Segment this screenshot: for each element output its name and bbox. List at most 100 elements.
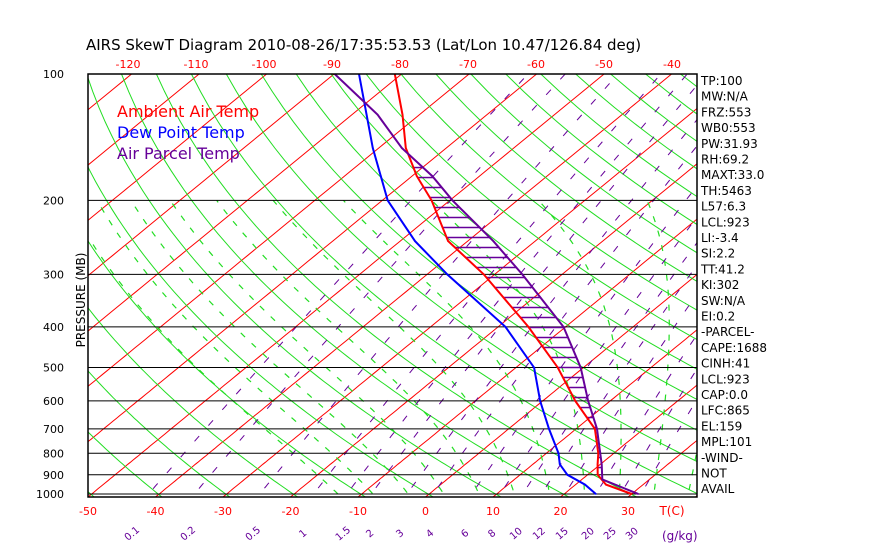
stat-item: CAP:0.0 bbox=[701, 388, 748, 402]
moist-adiabat-line bbox=[431, 199, 586, 497]
dewpoint-point bbox=[386, 199, 389, 202]
ambient-temp-point bbox=[527, 326, 530, 328]
mixing-ratio-tick-label: 15 bbox=[554, 526, 571, 543]
parcel-temp-point bbox=[637, 493, 640, 495]
stat-item: -PARCEL- bbox=[701, 325, 755, 339]
mixing-ratio-tick-label: 25 bbox=[602, 526, 619, 543]
stat-item: MAXT:33.0 bbox=[701, 168, 764, 182]
pressure-tick-label: 900 bbox=[43, 469, 64, 482]
dry-adiabat-line bbox=[295, 74, 697, 401]
top-temp-tick-label: -50 bbox=[595, 58, 613, 71]
plot-area bbox=[88, 74, 870, 505]
ambient-temp-point bbox=[405, 147, 407, 149]
ambient-temp-point bbox=[597, 452, 600, 455]
mixing-ratio-line bbox=[520, 241, 697, 497]
mixing-ratio-tick-label: 0.5 bbox=[244, 525, 263, 544]
stat-item: LCL:923 bbox=[701, 372, 750, 386]
dewpoint-point bbox=[539, 400, 541, 402]
stat-item: CINH:41 bbox=[701, 357, 750, 371]
ambient-temp-point bbox=[596, 473, 599, 476]
dewpoint-point bbox=[548, 428, 550, 430]
plot-frame bbox=[87, 73, 698, 498]
y-axis-label: PRESSURE (MB) bbox=[74, 253, 88, 348]
dewpoint-point bbox=[557, 452, 560, 455]
top-temp-axis: -120 -110 -100 -90 -80 -70 -60 -50 -40 bbox=[116, 58, 681, 71]
ambient-temp-point bbox=[596, 463, 599, 466]
stat-item: RH:69.2 bbox=[701, 153, 749, 167]
mixing-ratio-unit-label: (g/kg) bbox=[662, 529, 698, 543]
ambient-temp-point bbox=[430, 199, 433, 202]
stat-item: WB0:553 bbox=[701, 121, 756, 135]
dewpoint-point bbox=[533, 366, 535, 369]
dewpoint-point bbox=[559, 463, 561, 466]
isotherm-line bbox=[424, 273, 697, 497]
pressure-tick-label: 600 bbox=[43, 395, 64, 408]
top-temp-tick-label: -90 bbox=[323, 58, 341, 71]
dry-adiabat-line bbox=[400, 74, 697, 311]
moist-adiabat-line bbox=[342, 199, 551, 497]
dewpoint-point bbox=[504, 326, 507, 328]
moist-adiabat-line bbox=[216, 200, 481, 497]
mixing-ratio-line bbox=[404, 118, 697, 497]
moist-adiabat-line bbox=[96, 200, 377, 497]
mixing-ratio-line bbox=[562, 293, 697, 497]
ambient-temp-point bbox=[401, 113, 404, 116]
dry-adiabat-line bbox=[750, 74, 870, 505]
parcel-temp-point bbox=[451, 199, 454, 202]
stat-item: TT:41.2 bbox=[700, 262, 745, 276]
mixing-ratio-line bbox=[618, 368, 697, 497]
moist-adiabat-line bbox=[130, 200, 412, 497]
ambient-temp-point bbox=[574, 400, 577, 402]
stat-item: KI:302 bbox=[701, 278, 739, 292]
parcel-temp-point bbox=[376, 113, 379, 116]
ambient-temp-point bbox=[482, 273, 485, 276]
isotherm-line bbox=[754, 74, 870, 505]
mixing-ratio-line bbox=[538, 264, 697, 497]
mixing-ratio-line bbox=[430, 145, 697, 497]
top-temp-tick-label: -70 bbox=[459, 58, 477, 71]
dewpoint-line bbox=[358, 74, 597, 495]
parcel-temp-point bbox=[579, 366, 582, 369]
dewpoint-point bbox=[414, 240, 416, 242]
dry-adiabat-line bbox=[365, 74, 697, 341]
top-temp-tick-label: -110 bbox=[184, 58, 209, 71]
pressure-axis: 100 200 300 400 500 600 700 800 900 1000 bbox=[36, 68, 64, 501]
dry-adiabat-line bbox=[260, 74, 697, 431]
bottom-temp-tick-label: -10 bbox=[349, 505, 367, 518]
parcel-temp-point bbox=[596, 428, 598, 430]
pressure-tick-label: 200 bbox=[43, 194, 64, 207]
mixing-ratio-tick-label: 30 bbox=[624, 526, 641, 543]
top-temp-tick-label: -60 bbox=[527, 58, 545, 71]
bottom-temp-axis: -50 -40 -30 -20 -10 0 10 20 30 bbox=[79, 505, 635, 518]
isotherm-line bbox=[492, 329, 697, 497]
pressure-tick-label: 100 bbox=[43, 68, 64, 81]
ambient-temp-line bbox=[393, 74, 633, 495]
mixing-ratio-tick-label: 12 bbox=[531, 526, 548, 543]
stat-item: LCL:923 bbox=[701, 215, 750, 229]
ambient-temp-point bbox=[556, 366, 559, 369]
parcel-temp-point bbox=[492, 240, 495, 242]
mixing-ratio-tick-label: 8 bbox=[486, 528, 498, 541]
dry-adiabat-line bbox=[435, 74, 697, 282]
isotherm-line bbox=[88, 74, 335, 277]
mixing-ratio-axis: 0.1 0.2 0.5 1 1.5 2 3 4 6 8 10 12 15 20 25 30 bbox=[123, 525, 641, 544]
dry-adiabat-line bbox=[88, 165, 435, 497]
stat-item: L57:6.3 bbox=[701, 200, 746, 214]
pressure-tick-label: 800 bbox=[43, 447, 64, 460]
top-temp-tick-label: -80 bbox=[391, 58, 409, 71]
mixing-ratio-line bbox=[469, 185, 697, 497]
top-temp-tick-label: -100 bbox=[252, 58, 277, 71]
bottom-temp-tick-label: -20 bbox=[282, 505, 300, 518]
pressure-tick-label: 400 bbox=[43, 321, 64, 334]
moist-adiabat-line bbox=[88, 235, 342, 497]
dewpoint-point bbox=[446, 273, 449, 276]
parcel-temp-point bbox=[562, 326, 565, 328]
chart-title: AIRS SkewT Diagram 2010-08-26/17:35:53.5… bbox=[86, 36, 641, 54]
mixing-ratio-tick-label: 20 bbox=[580, 526, 597, 543]
ambient-temp-point bbox=[630, 493, 633, 495]
isotherm-line bbox=[88, 74, 537, 443]
ambient-temp-point bbox=[605, 483, 607, 486]
mixing-ratio-tick-label: 10 bbox=[508, 526, 525, 543]
dry-adiabat-line bbox=[190, 74, 697, 494]
moist-adiabat-line bbox=[169, 200, 447, 497]
